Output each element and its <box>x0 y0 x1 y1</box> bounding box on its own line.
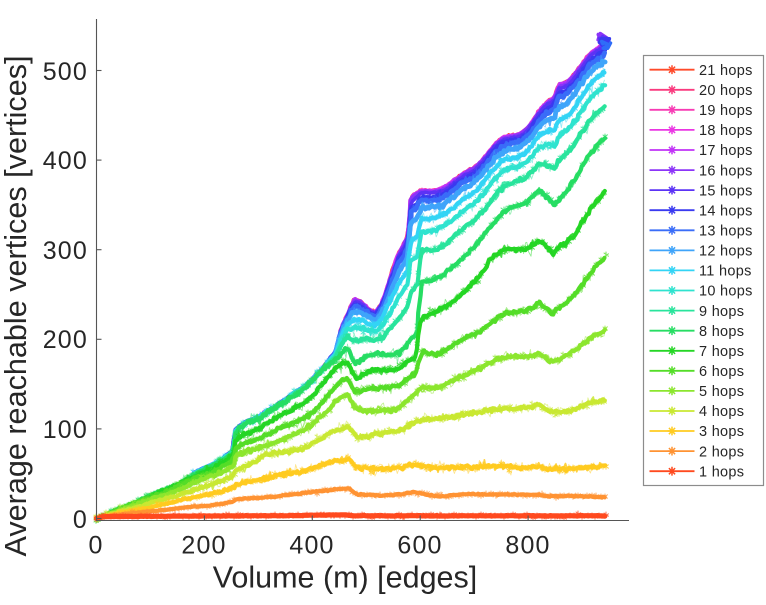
svg-text:100: 100 <box>43 416 88 444</box>
svg-text:16 hops: 16 hops <box>699 163 753 179</box>
svg-text:600: 600 <box>397 532 442 560</box>
svg-text:19 hops: 19 hops <box>699 103 753 119</box>
svg-text:0: 0 <box>88 532 103 560</box>
svg-text:8 hops: 8 hops <box>699 324 744 340</box>
svg-text:6 hops: 6 hops <box>699 364 744 380</box>
svg-text:9 hops: 9 hops <box>699 304 744 320</box>
svg-text:200: 200 <box>181 532 226 560</box>
svg-text:3 hops: 3 hops <box>699 424 744 440</box>
svg-text:15 hops: 15 hops <box>699 183 753 199</box>
svg-text:1 hops: 1 hops <box>699 464 744 480</box>
svg-text:18 hops: 18 hops <box>699 123 753 139</box>
svg-text:17 hops: 17 hops <box>699 143 753 159</box>
svg-text:7 hops: 7 hops <box>699 344 744 360</box>
svg-text:Average reachable vertices [ve: Average reachable vertices [vertices] <box>0 55 33 556</box>
svg-text:Volume (m) [edges]: Volume (m) [edges] <box>213 561 477 595</box>
svg-text:20 hops: 20 hops <box>699 83 753 99</box>
svg-text:500: 500 <box>43 58 88 86</box>
svg-text:11 hops: 11 hops <box>699 264 752 280</box>
svg-text:13 hops: 13 hops <box>699 224 753 240</box>
svg-text:12 hops: 12 hops <box>699 244 753 260</box>
svg-text:800: 800 <box>505 532 550 560</box>
svg-text:5 hops: 5 hops <box>699 384 744 400</box>
svg-text:4 hops: 4 hops <box>699 404 744 420</box>
svg-text:0: 0 <box>73 506 88 534</box>
svg-text:21 hops: 21 hops <box>699 63 753 79</box>
svg-text:400: 400 <box>43 147 88 175</box>
svg-text:10 hops: 10 hops <box>699 284 753 300</box>
svg-text:400: 400 <box>289 532 334 560</box>
svg-text:200: 200 <box>43 326 88 354</box>
svg-text:14 hops: 14 hops <box>699 203 753 219</box>
svg-text:300: 300 <box>43 237 88 265</box>
svg-text:2 hops: 2 hops <box>699 444 744 460</box>
